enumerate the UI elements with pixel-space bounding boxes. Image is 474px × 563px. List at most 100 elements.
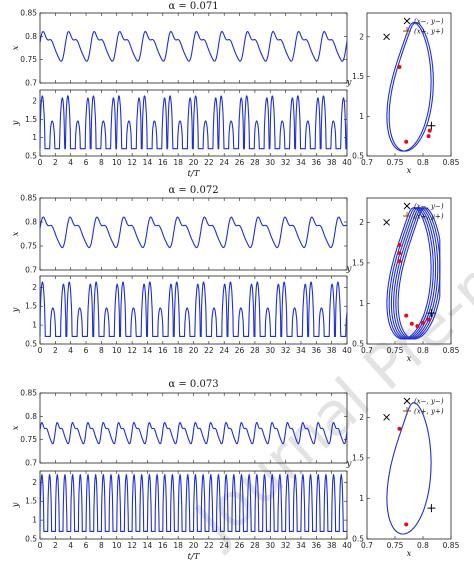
row3-fixed-point-minus	[383, 413, 390, 421]
row2-phase-orbit	[386, 207, 432, 340]
row2-phase-orbit	[393, 207, 439, 340]
row3-x-ytick-label: 0.8	[25, 412, 37, 421]
row1-phase-xtick-label: 0.7	[361, 158, 373, 167]
row3-y-xtick-label: 8	[99, 541, 104, 550]
row3-y-xtick-label: 36	[312, 541, 322, 550]
row1-phase-ytick-label: 1.5	[352, 72, 364, 81]
row2-y-xtick-label: 36	[312, 346, 322, 355]
row1-legend-label-plus: (x+, y+)	[414, 28, 444, 36]
row2-x-ytick-label: 0.85	[20, 194, 37, 203]
row1-y-xtick-label: 16	[158, 158, 168, 167]
row1-y-xtick-label: 20	[189, 158, 199, 167]
row1-phase-xtick-label: 0.85	[443, 158, 460, 167]
row1-y-xtick-label: 32	[281, 158, 291, 167]
row1-legend-label-minus: (x−, y−)	[414, 18, 444, 26]
row1-phase-ytick-label: 0.5	[352, 152, 364, 161]
row3-y-xtick-label: 0	[38, 541, 43, 550]
row2-x-ytick-label: 0.75	[20, 242, 37, 251]
row1-y-ytick-label: 2	[32, 97, 37, 106]
row3-phase-ytick-label: 1	[359, 494, 364, 503]
row1-y-xtick-label: 14	[143, 158, 153, 167]
row1-fixed-point-plus	[427, 121, 436, 130]
row1-phase-ylabel: y	[346, 78, 352, 88]
row2-phase-xtick-label: 0.75	[387, 346, 404, 355]
row2-y-xtick-label: 22	[204, 346, 214, 355]
row1-poincare-point	[404, 139, 409, 144]
row1-phase-ytick-label: 2	[359, 32, 364, 41]
row3-phase-xtick-label: 0.75	[387, 541, 404, 550]
row3-x-ylabel: x	[11, 425, 21, 430]
row2-legend-marker-plus	[403, 212, 411, 220]
row3-x-ytick-label: 0.85	[20, 389, 37, 398]
row2-y-ytick-label: 1.5	[25, 302, 37, 311]
row2-y-ytick-label: 0.5	[25, 340, 37, 349]
row3-y-ytick-label: 2	[32, 478, 37, 487]
row2-y-xtick-label: 2	[53, 346, 58, 355]
row3-phase-ytick-label: 2	[359, 413, 364, 422]
row2-y-xtick-label: 0	[38, 346, 43, 355]
row3-phase-axes	[366, 392, 452, 540]
row3-poincare-point	[397, 426, 402, 431]
row3-y-xtick-label: 32	[281, 541, 291, 550]
row1-y-xtick-label: 26	[235, 158, 245, 167]
row3-y-xtick-label: 18	[173, 541, 183, 550]
row1-x-ytick-label: 0.8	[25, 32, 37, 41]
row2-y-xtick-label: 20	[189, 346, 199, 355]
row2-x-ytick-label: 0.8	[25, 218, 37, 227]
row2-title: α = 0.072	[168, 185, 218, 196]
row2-phase-xtick-label: 0.85	[443, 346, 460, 355]
row3-legend-marker-minus	[403, 397, 411, 405]
row1-xlabel: t/T	[188, 169, 201, 179]
row2-poincare-point	[415, 324, 420, 329]
row3-y-series-line	[39, 473, 347, 532]
row3-phase-orbit	[386, 402, 432, 535]
row1-phase-xtick-label: 0.8	[417, 158, 429, 167]
row3-x-ytick-label: 0.75	[20, 435, 37, 444]
row1-y-ytick-label: 1.5	[25, 115, 37, 124]
row1-y-xtick-label: 34	[296, 158, 306, 167]
row2-x-ylabel: x	[11, 231, 21, 236]
row1-y-xtick-label: 8	[99, 158, 104, 167]
row2-phase-axes	[366, 197, 452, 345]
row1-y-ytick-label: 1	[32, 133, 37, 142]
row1-y-xtick-label: 4	[68, 158, 73, 167]
row2-x-ytick-label: 0.7	[25, 266, 37, 275]
row3-y-ytick-label: 1.5	[25, 497, 37, 506]
row3-phase-xtick-label: 0.7	[361, 541, 373, 550]
row2-phase-xlabel: x	[407, 354, 412, 364]
row1-y-xtick-label: 18	[173, 158, 183, 167]
row1-y-xtick-label: 24	[219, 158, 229, 167]
row3-phase-xtick-label: 0.8	[417, 541, 429, 550]
row3-legend-label-plus: (x+, y+)	[414, 408, 444, 416]
row3-xlabel: t/T	[188, 552, 201, 562]
row3-y-ytick-label: 0.5	[25, 535, 37, 544]
row3-y-xtick-label: 34	[296, 541, 306, 550]
row2-y-xtick-label: 6	[84, 346, 89, 355]
row2-y-xtick-label: 10	[112, 346, 122, 355]
row1-y-ylabel: y	[11, 120, 21, 126]
row3-y-xtick-label: 20	[189, 541, 199, 550]
row1-y-xtick-label: 30	[265, 158, 275, 167]
row1-poincare-point	[427, 128, 432, 133]
row2-y-xtick-label: 16	[158, 346, 168, 355]
row3-y-xtick-label: 4	[68, 541, 73, 550]
row2-y-xtick-label: 12	[127, 346, 137, 355]
row2-poincare-point	[397, 251, 402, 256]
row2-phase-ytick-label: 2	[359, 218, 364, 227]
row1-fixed-point-minus	[383, 33, 390, 41]
row2-x-series-line	[39, 216, 348, 249]
row1-legend-marker-minus	[403, 17, 411, 25]
row3-fixed-point-plus	[427, 504, 436, 513]
row3-y-xtick-label: 26	[235, 541, 245, 550]
row3-x-ytick-label: 0.7	[25, 459, 37, 468]
row2-y-xtick-label: 30	[265, 346, 275, 355]
row1-x-ytick-label: 0.75	[20, 55, 37, 64]
row2-y-xtick-label: 8	[99, 346, 104, 355]
row2-y-series-line	[39, 281, 348, 337]
row3-y-xtick-label: 22	[204, 541, 214, 550]
row1-phase-orbit	[388, 21, 434, 152]
row3-legend-label-minus: (x−, y−)	[414, 398, 444, 406]
row2-phase-orbit	[397, 207, 441, 340]
row2-fixed-point-plus	[427, 309, 436, 318]
row2-legend-marker-minus	[403, 202, 411, 210]
